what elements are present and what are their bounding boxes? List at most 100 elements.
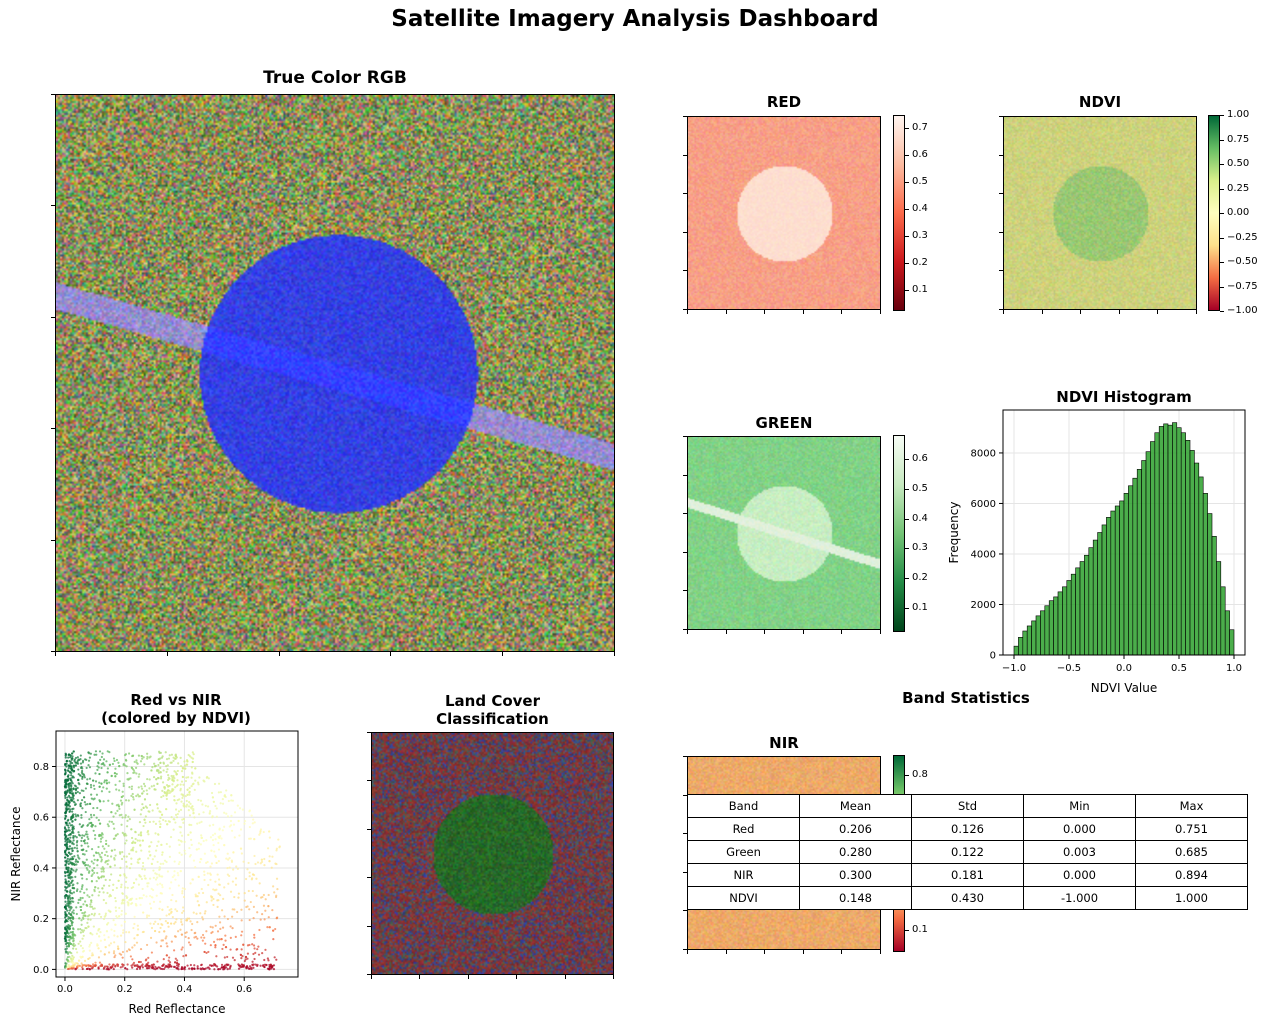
scatter-point [86,803,89,806]
scatter-point [229,925,232,928]
histogram-bar [1163,423,1169,656]
scatter-point [258,928,261,932]
colorbar-tick-mark [905,548,909,549]
scatter-point [187,809,190,812]
scatter-point [67,860,70,863]
scatter-point [173,870,176,873]
scatter-point [87,751,90,754]
scatter-point [74,761,77,764]
scatter-point [234,935,237,938]
scatter-point [111,963,115,966]
scatter-point [235,865,238,868]
scatter-point [69,840,72,843]
scatter-point [231,915,234,918]
scatter-point [152,876,155,879]
colorbar-tick-mark [1220,115,1224,116]
scatter-point [159,810,162,814]
scatter-point [157,750,161,753]
table-row: Green 0.280 0.122 0.003 0.685 [687,840,1248,864]
axis-tick [1196,310,1197,314]
scatter-point [93,871,96,874]
histogram-bar [1220,586,1226,656]
red-colorbar [893,115,905,311]
scatter-point [69,833,72,836]
scatter-point [72,857,75,860]
scatter-point [156,782,159,785]
scatter-point [203,950,206,954]
scatter-point [64,849,68,852]
scatter-point [231,926,234,930]
scatter-point [77,778,80,781]
scatter-point [66,845,69,848]
scatter-point [80,929,84,932]
scatter-point [140,897,144,900]
scatter-point [68,805,72,808]
scatter-point [63,817,67,821]
scatter-point [175,816,179,819]
scatter-point [77,768,80,771]
scatter-point [69,792,72,795]
scatter-point [80,816,83,819]
scatter-point [83,914,86,917]
scatter-point [66,819,69,822]
scatter-point [72,769,76,773]
scatter-point [124,886,127,889]
scatter-point [71,897,74,900]
axis-tick [367,829,371,830]
scatter-point [89,821,93,824]
scatter-point [249,900,252,904]
scatter-point [87,964,91,968]
scatter-point [156,860,159,864]
scatter-point [106,891,109,895]
scatter-point [93,888,96,891]
axis-tick [683,756,687,757]
scatter-point [77,773,80,776]
scatter-point [67,826,70,829]
scatter-point [77,781,80,785]
colorbar-tick-label: −0.50 [1227,256,1258,267]
scatter-point [223,886,226,889]
scatter-point [139,760,143,763]
histogram-bar [1070,573,1076,656]
scatter-point [174,920,177,924]
scatter-point [80,887,83,891]
axis-tick [683,232,687,233]
scatter-point [252,944,256,947]
scatter-point [184,931,187,935]
scatter-point [64,962,67,965]
axis-tick [367,780,371,781]
scatter-point [259,828,263,831]
scatter-point [112,815,115,818]
scatter-point [270,866,273,869]
scatter-point [64,874,67,878]
scatter-point [65,945,68,948]
scatter-point [135,878,138,881]
scatter-point [198,821,201,824]
scatter-point [183,968,186,971]
scatter-title-line2: (colored by NDVI) [101,709,251,727]
axis-tick [880,630,881,634]
scatter-point [64,927,67,931]
scatter-point [211,838,215,842]
scatter-point [155,941,158,944]
scatter-point [67,904,70,907]
green-band-panel [687,436,881,630]
scatter-point [102,758,106,761]
scatter-point [118,765,121,768]
axis-tick [999,270,1003,271]
scatter-point [192,811,195,815]
scatter-point [133,937,136,940]
scatter-point [201,803,204,806]
scatter-point [117,805,121,808]
scatter-point [94,886,97,889]
axis-tick [683,833,687,834]
scatter-point [72,961,75,965]
scatter-point [218,828,221,831]
scatter-point [66,870,69,874]
scatter-point [69,942,73,946]
scatter-point [177,884,180,887]
scatter-point [67,794,71,797]
scatter-point [64,900,67,903]
histogram-bar [1018,637,1024,656]
scatter-point [121,790,124,793]
